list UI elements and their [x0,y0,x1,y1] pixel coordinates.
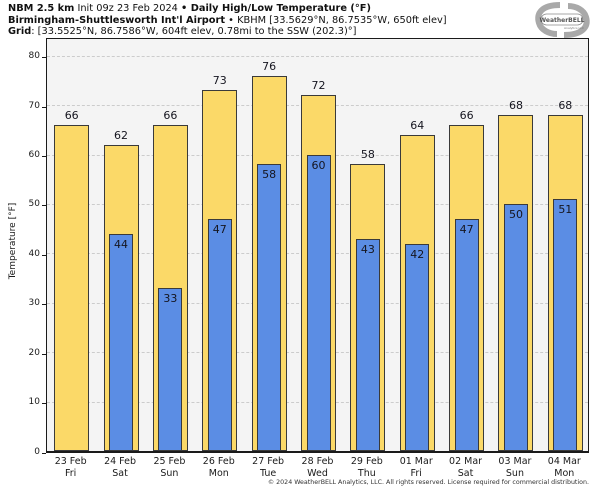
low-value-label: 60 [311,158,326,172]
low-bar [306,154,331,451]
low-bar [109,233,134,451]
x-tick-label: 29 Feb [350,456,383,467]
low-value-label: 33 [163,291,178,305]
station-name: Birmingham-Shuttlesworth Int'l Airport [8,14,226,26]
y-tick-label: 10 [28,397,40,408]
y-tick-label: 80 [28,51,40,62]
init-time: Init 09z 23 Feb 2024 [74,3,182,14]
y-tick-label: 70 [28,100,40,111]
y-tick-label: 0 [34,446,40,457]
low-value-label: 42 [410,247,425,261]
logo-text: WeatherBELL [539,17,584,24]
x-tick-label: 27 Feb [252,456,285,467]
high-value-label: 66 [163,108,178,122]
low-value-label: 47 [212,222,227,236]
logo-subtext: Analytics LLC [564,26,584,30]
header-line-1: NBM 2.5 km Init 09z 23 Feb 2024 • Daily … [8,3,447,15]
high-value-label: 68 [508,99,523,113]
x-tick-label-day: Sat [112,468,128,479]
high-value-label: 72 [311,79,326,93]
high-value-label: 66 [64,108,79,122]
x-tick-label: 25 Feb [153,456,186,467]
y-tick-label: 40 [28,248,40,259]
low-bar [405,243,430,451]
y-axis-title: Temperature [°F] [8,202,18,280]
high-value-label: 62 [114,128,129,142]
y-tick-label: 60 [28,150,40,161]
low-bar [207,218,232,451]
x-tick-label-day: Mon [208,468,229,479]
low-bar [355,238,380,451]
chart-title: • Daily High/Low Temperature (°F) [181,3,371,14]
low-value-label: 43 [360,242,375,256]
header-line-3: Grid: [33.5525°N, 86.7586°W, 604ft elev,… [8,26,447,38]
grid-label: Grid [8,26,32,38]
model-name: NBM 2.5 km [8,3,75,14]
x-tick-label: 01 Mar [399,456,433,467]
low-bar [257,164,282,451]
high-value-label: 76 [262,59,277,73]
header-line-2: Birmingham-Shuttlesworth Int'l Airport •… [8,15,447,27]
x-tick-label: 03 Mar [498,456,532,467]
low-bar [503,203,528,451]
x-tick-label: 26 Feb [202,456,235,467]
chart-header: NBM 2.5 km Init 09z 23 Feb 2024 • Daily … [8,3,447,38]
y-tick-label: 30 [28,298,40,309]
gridline [47,55,588,57]
low-bar [454,218,479,451]
high-value-label: 73 [212,74,227,88]
low-value-label: 47 [459,222,474,236]
plot-area: 66 62 44 66 33 73 47 76 58 72 60 58 43 64 42 66 47 68 50 68… [46,38,589,453]
low-value-label: 51 [558,203,573,217]
x-tick-label: 04 Mar [547,456,581,467]
low-value-label: 58 [262,168,277,182]
x-tick-label: 23 Feb [54,456,87,467]
high-value-label: 64 [410,118,425,132]
x-tick-label: 28 Feb [301,456,334,467]
low-bar [158,287,183,451]
high-value-label: 58 [360,148,375,162]
high-value-label: 66 [459,108,474,122]
high-value-label: 68 [558,99,573,113]
copyright-text: © 2024 WeatherBELL Analytics, LLC. All r… [267,479,589,486]
high-bar [54,124,90,451]
x-tick-label: 24 Feb [104,456,136,467]
station-coords: • KBHM [33.5629°N, 86.7535°W, 650ft elev… [225,14,447,26]
grid-coords: : [33.5525°N, 86.7586°W, 604ft elev, 0.7… [31,26,357,38]
x-tick-label-day: Fri [65,468,77,479]
low-bar [553,199,578,451]
y-tick-label: 50 [28,199,40,210]
low-value-label: 50 [508,207,523,221]
y-tick-label: 20 [28,347,40,358]
x-tick-label: 02 Mar [449,456,483,467]
low-value-label: 44 [114,237,129,251]
x-tick-label-day: Sun [160,468,179,479]
weatherbell-logo-icon: WeatherBELL Analytics LLC [535,2,590,38]
